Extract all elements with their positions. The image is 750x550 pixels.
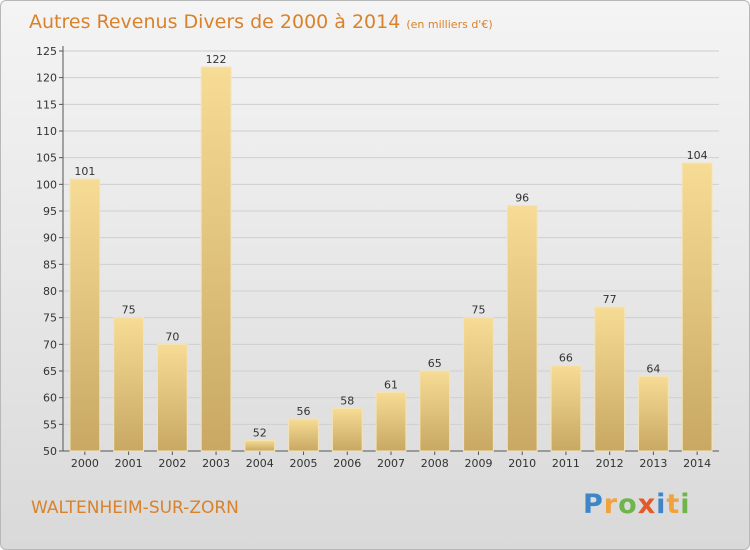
x-tick-label-2012: 2012 [596,457,624,470]
x-tick-label-2013: 2013 [639,457,667,470]
bar-2004 [244,439,276,452]
chart-title: Autres Revenus Divers de 2000 à 2014 (en … [29,11,493,33]
bar-2006 [331,407,363,452]
x-tick-label-2004: 2004 [246,457,274,470]
y-tick-label: 55 [43,418,57,431]
x-tick-label-2014: 2014 [683,457,711,470]
logo-letter: i [656,489,667,520]
data-label-2013: 64 [646,362,660,375]
proxiti-logo: Proxiti [583,489,691,520]
bar-2013 [638,375,669,452]
data-label-2010: 96 [515,192,529,205]
y-tick-label: 75 [43,312,57,325]
logo-letter: o [618,489,638,520]
y-tick-label: 90 [43,232,57,245]
bar-2003 [200,66,232,452]
y-tick-label: 115 [36,98,57,111]
data-label-2014: 104 [687,149,708,162]
y-tick-label: 125 [36,45,57,58]
data-labels: 101 75 70 122 52 56 58 61 65 75 96 66 77 64 104 [74,53,707,439]
logo-letter: x [637,489,657,520]
logo-letter: r [603,489,619,520]
y-tick-label: 65 [43,365,57,378]
chart-subtitle: (en milliers d'€) [406,18,493,31]
y-tick-label: 95 [43,205,57,218]
bar-2002 [156,343,188,452]
logo-letter: P [583,489,604,520]
chart-title-text: Autres Revenus Divers de 2000 à 2014 [29,11,401,33]
y-tick-label: 85 [43,258,57,271]
data-label-2007: 61 [384,378,398,391]
y-tick-label: 80 [43,285,57,298]
logo-letter: i [680,489,691,520]
commune-name: WALTENHEIM-SUR-ZORN [31,498,239,518]
x-tick-label-2003: 2003 [202,457,230,470]
y-tick-label: 110 [36,125,57,138]
bar-2008 [419,370,451,452]
bar-2012 [594,306,626,452]
data-label-2006: 58 [340,394,354,407]
x-tick-label-2006: 2006 [333,457,361,470]
y-tick-label: 70 [43,338,57,351]
x-tick-label-2011: 2011 [552,457,580,470]
x-tick-label-2000: 2000 [71,457,99,470]
data-label-2002: 70 [165,330,179,343]
bar-2007 [375,391,407,452]
data-label-2009: 75 [471,304,485,317]
bar-2009 [463,317,494,452]
bar-2000 [69,178,101,452]
bar-2011 [550,365,582,452]
data-label-2000: 101 [74,165,95,178]
y-tick-label: 60 [43,392,57,405]
y-tick-label: 105 [36,152,57,165]
logo-letter: t [666,489,681,520]
y-tick-label: 50 [43,445,57,458]
bar-2010 [506,205,538,452]
x-tick-label-2001: 2001 [115,457,143,470]
x-tick-label-2008: 2008 [421,457,449,470]
x-tick-label-2005: 2005 [290,457,318,470]
data-label-2011: 66 [559,352,573,365]
data-label-2003: 122 [206,53,227,66]
axes: 50 55 60 65 70 75 80 85 90 95 100 105 110 115 120 125 20… [36,45,719,470]
x-tick-label-2010: 2010 [508,457,536,470]
data-label-2012: 77 [603,293,617,306]
data-label-2008: 65 [428,357,442,370]
bars [69,66,713,452]
x-tick-label-2009: 2009 [464,457,492,470]
data-label-2005: 56 [297,405,311,418]
data-label-2004: 52 [253,426,267,439]
bar-2005 [288,418,319,452]
data-label-2001: 75 [122,304,136,317]
x-tick-label-2007: 2007 [377,457,405,470]
y-tick-label: 100 [36,178,57,191]
bar-2014 [681,162,713,452]
bar-2001 [113,317,144,452]
y-tick-label: 120 [36,72,57,85]
x-tick-label-2002: 2002 [158,457,186,470]
